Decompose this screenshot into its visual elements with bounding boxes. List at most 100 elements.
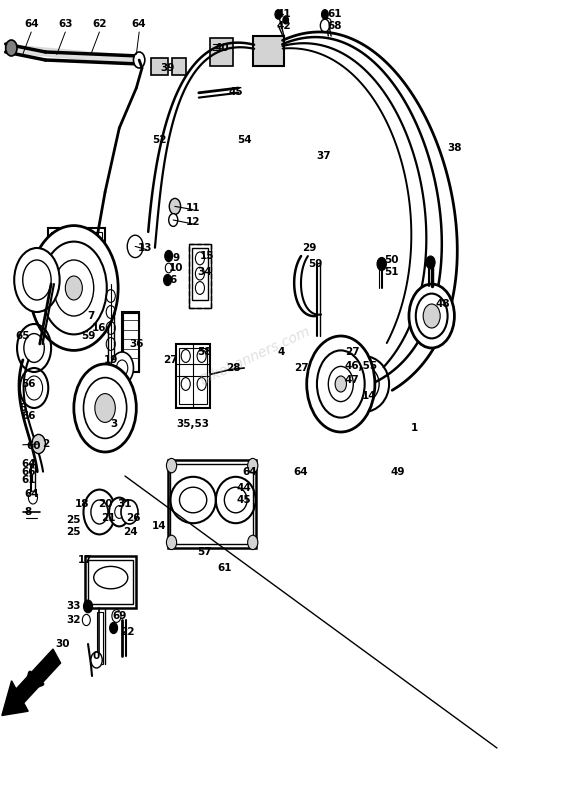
Text: 5: 5 <box>19 403 26 413</box>
Text: 64: 64 <box>24 490 39 499</box>
Text: 27: 27 <box>163 355 178 365</box>
Text: 64: 64 <box>132 19 147 29</box>
Text: 42: 42 <box>277 21 291 30</box>
Text: 40: 40 <box>214 43 229 53</box>
Text: 8: 8 <box>25 507 32 517</box>
Bar <box>168 460 256 548</box>
Text: 15: 15 <box>200 251 215 261</box>
Text: 66: 66 <box>21 411 36 421</box>
Text: 32: 32 <box>66 615 81 625</box>
Bar <box>85 556 136 608</box>
Circle shape <box>109 498 130 526</box>
Circle shape <box>65 276 82 300</box>
Text: 0: 0 <box>93 651 100 661</box>
Text: 66: 66 <box>21 467 36 477</box>
Text: 56: 56 <box>21 379 36 389</box>
Bar <box>97 612 103 664</box>
Text: 29: 29 <box>302 243 317 253</box>
Circle shape <box>248 458 258 473</box>
Text: 38: 38 <box>447 143 462 153</box>
Circle shape <box>275 10 282 19</box>
Text: 9: 9 <box>173 253 179 262</box>
Text: 68: 68 <box>328 21 343 30</box>
Text: 48: 48 <box>436 299 450 309</box>
Bar <box>192 248 208 300</box>
Text: 25: 25 <box>66 515 81 525</box>
Text: 47: 47 <box>345 375 360 385</box>
Circle shape <box>82 614 90 626</box>
Text: 60: 60 <box>27 442 41 451</box>
Circle shape <box>83 490 115 534</box>
Circle shape <box>91 652 102 668</box>
Bar <box>123 313 139 371</box>
Circle shape <box>6 40 17 56</box>
Text: 65: 65 <box>15 331 30 341</box>
Bar <box>253 36 284 66</box>
Circle shape <box>28 491 37 504</box>
Text: 25: 25 <box>66 527 81 537</box>
Circle shape <box>110 622 118 634</box>
Circle shape <box>335 376 346 392</box>
Text: 54: 54 <box>237 135 252 145</box>
Circle shape <box>133 52 145 68</box>
Text: 45: 45 <box>237 495 252 505</box>
Circle shape <box>83 600 93 613</box>
Text: 63: 63 <box>58 19 73 29</box>
Text: 35,53: 35,53 <box>177 419 210 429</box>
Bar <box>210 38 233 66</box>
Text: 45: 45 <box>228 87 243 97</box>
Text: 36: 36 <box>129 339 144 349</box>
Text: 46,55: 46,55 <box>344 362 377 371</box>
Text: Bikebanners.com: Bikebanners.com <box>198 324 313 388</box>
Circle shape <box>121 500 138 524</box>
Text: 62: 62 <box>92 19 107 29</box>
Bar <box>51 232 102 280</box>
Circle shape <box>409 284 454 348</box>
Text: 27: 27 <box>345 347 360 357</box>
Bar <box>189 244 211 308</box>
Text: 31: 31 <box>118 499 132 509</box>
Text: 34: 34 <box>197 267 212 277</box>
Bar <box>48 228 105 284</box>
Bar <box>122 312 139 372</box>
Text: 14: 14 <box>362 391 377 401</box>
Circle shape <box>307 336 375 432</box>
Bar <box>172 58 186 75</box>
Text: 33: 33 <box>66 602 81 611</box>
Text: 22: 22 <box>120 627 135 637</box>
Text: 7: 7 <box>87 311 94 321</box>
Circle shape <box>30 226 118 350</box>
Text: 17: 17 <box>78 555 93 565</box>
Circle shape <box>166 535 177 550</box>
Text: 24: 24 <box>123 527 138 537</box>
Text: 20: 20 <box>98 499 112 509</box>
Text: 10: 10 <box>169 263 183 273</box>
Bar <box>108 284 114 364</box>
Bar <box>176 344 210 408</box>
Text: 18: 18 <box>75 499 90 509</box>
Text: 64: 64 <box>294 467 308 477</box>
Bar <box>179 348 207 404</box>
Circle shape <box>112 610 121 622</box>
Circle shape <box>321 10 328 19</box>
Text: 12: 12 <box>186 218 201 227</box>
Text: 64: 64 <box>24 19 39 29</box>
Text: 4: 4 <box>278 347 285 357</box>
Circle shape <box>127 235 143 258</box>
Text: 30: 30 <box>55 639 70 649</box>
Text: 19: 19 <box>103 355 118 365</box>
Text: 16: 16 <box>92 323 107 333</box>
Bar <box>189 244 211 308</box>
Circle shape <box>74 364 136 452</box>
Circle shape <box>165 263 172 273</box>
Bar <box>170 464 253 544</box>
Text: 59: 59 <box>81 331 95 341</box>
Text: 61: 61 <box>328 10 343 19</box>
Circle shape <box>169 198 181 214</box>
Circle shape <box>169 214 178 226</box>
FancyArrow shape <box>2 649 61 715</box>
Text: 3: 3 <box>110 419 117 429</box>
Text: 11: 11 <box>186 203 201 213</box>
Text: 52: 52 <box>152 135 166 145</box>
Text: 61: 61 <box>217 563 232 573</box>
